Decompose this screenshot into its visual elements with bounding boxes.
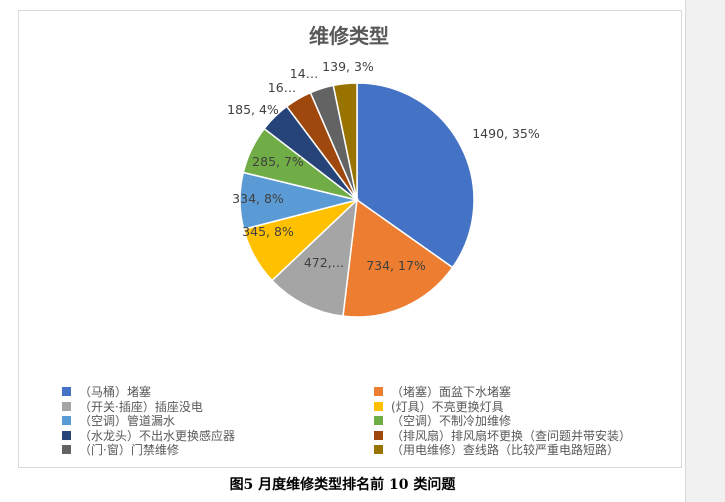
legend-item: （水龙头）不出水更换感应器 [62,427,235,443]
legend-item: （用电维修）查线路（比较严重电路短路） [374,441,619,457]
legend-swatch [374,430,383,440]
legend-item: （空调）不制冷加维修 [374,412,511,428]
legend-item: （门·窗）门禁维修 [62,441,179,457]
pie-slice [356,82,475,269]
legend-item: （空调）管道漏水 [62,412,175,428]
pie-data-label: 334, 8% [232,191,284,206]
pie-data-label: 345, 8% [242,224,294,239]
pie-data-label: 734, 17% [366,258,426,273]
pie-slice [332,82,358,201]
legend-label: （开关·插座）插座没电 [79,399,203,414]
pie-data-label: 285, 7% [252,154,304,169]
pie-slice [270,198,358,317]
legend-swatch [62,416,71,425]
legend-item: （堵塞）面盆下水堵塞 [374,383,511,399]
figure-caption: 图5 月度维修类型排名前 10 类问题 [229,477,456,493]
pie-chart: 1490, 35% 734, 17% 472,… 345, 8% 334, 8% 285,… [227,59,540,318]
pie-slices [239,82,475,318]
pie-data-label: 139, 3% [322,59,374,74]
pie-data-label: 185, 4% [227,102,279,117]
legend-label: （水龙头）不出水更换感应器 [79,428,236,443]
legend-label: （堵塞）面盆下水堵塞 [391,385,512,399]
legend-label: （用电维修）查线路（比较严重电路短路） [391,443,620,457]
scrollbar-area [685,0,725,502]
legend-swatch [62,430,71,440]
legend-swatch [374,387,383,396]
legend-item: （马桶）堵塞 [62,383,151,399]
legend-label: （马桶）堵塞 [79,385,152,399]
chart-title: 维修类型 [309,24,389,48]
legend-label: （空调）不制冷加维修 [391,414,512,428]
legend-label: (灯具）不亮更换灯具 [391,399,504,414]
pie-data-label: 16… [268,80,296,95]
legend-swatch [374,416,383,425]
legend-item: （排风扇）排风扇坏更换（查问题并带安装） [374,427,631,443]
legend-swatch [62,445,71,454]
legend-swatch [374,445,383,454]
legend-item: （开关·插座）插座没电 [62,398,203,414]
legend-label: （门·窗）门禁维修 [79,443,179,457]
legend-item: (灯具）不亮更换灯具 [374,398,504,414]
pie-data-label: 14… [290,66,318,81]
pie-data-label: 1490, 35% [472,126,540,141]
pie-data-label: 472,… [304,255,344,270]
pie-data-labels: 1490, 35% 734, 17% 472,… 345, 8% 334, 8% 285,… [227,59,540,273]
legend-label: （空调）管道漏水 [79,414,176,428]
legend-label: （排风扇）排风扇坏更换（查问题并带安装） [391,428,632,443]
legend-swatch [374,401,383,411]
pie-slice [342,198,454,318]
legend-swatch [62,387,71,396]
legend-swatch [62,401,71,411]
